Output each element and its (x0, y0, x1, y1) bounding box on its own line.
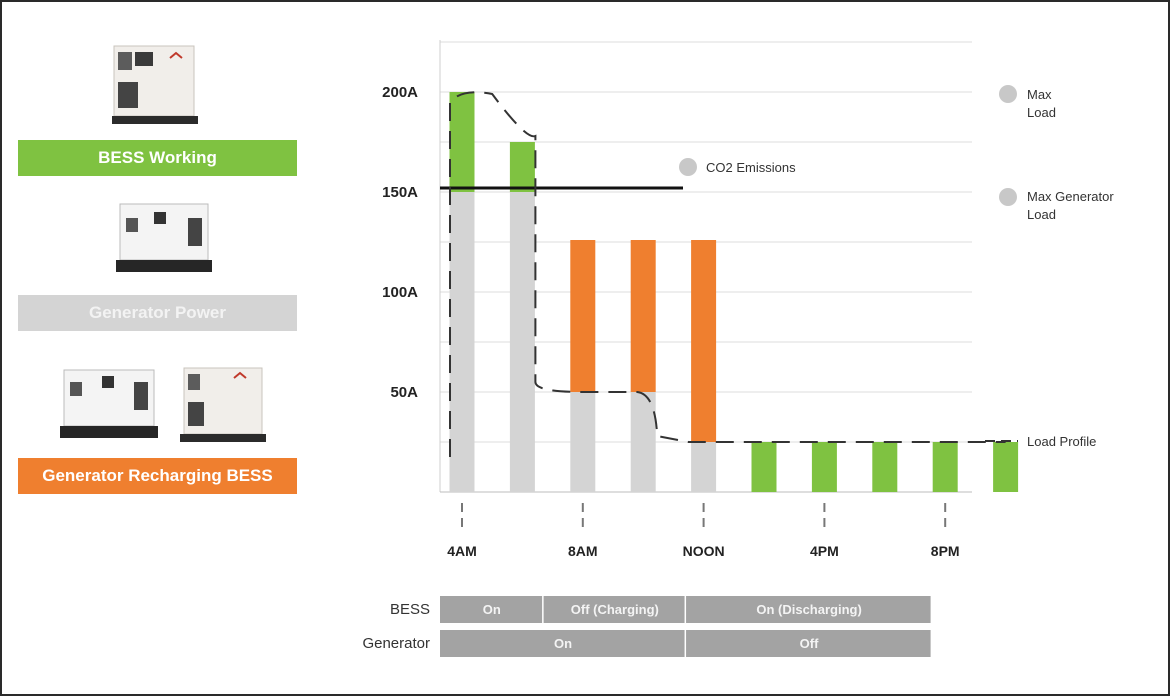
timeline-row-label: BESS (390, 601, 430, 618)
legend-generator-power: Generator Power (18, 295, 297, 331)
chart-overlays (440, 91, 1006, 457)
legend-generator-power-label: Generator Power (89, 303, 226, 322)
max-generator-load-marker-icon (999, 188, 1017, 206)
max-load-annotation: Max Load (1027, 87, 1056, 120)
bar-segment (751, 442, 777, 492)
bar-segment (449, 192, 475, 492)
bar-segment (691, 442, 717, 492)
bar-segment (993, 442, 1019, 492)
co2-marker-icon (679, 158, 697, 176)
bar-segment (811, 442, 837, 492)
timeline-segment-label: On (483, 602, 501, 617)
x-tick-label: NOON (683, 543, 725, 559)
bar-segment (449, 92, 475, 192)
bar-segment (630, 392, 656, 492)
timeline-segment-label: Off (Charging) (571, 602, 659, 617)
timeline-segment (440, 596, 543, 623)
bar-segment (509, 142, 535, 192)
bar-segment (509, 192, 535, 492)
x-axis: 4AM 8AM NOON 4PM 8PM (447, 503, 960, 559)
x-tick-label: 8AM (568, 543, 598, 559)
timeline-segment (440, 630, 685, 657)
bar-segment (932, 442, 958, 492)
y-tick-label: 100A (382, 284, 418, 301)
legend-generator-recharging-bess: Generator Recharging BESS (18, 458, 297, 494)
timeline-segment-label: On (554, 636, 572, 651)
load-profile-annotation: Load Profile (1027, 434, 1096, 449)
chart-bars (449, 92, 1019, 492)
y-axis: 50A 100A 150A 200A (382, 84, 418, 401)
x-tick-label: 4AM (447, 543, 477, 559)
x-tick-label: 8PM (931, 543, 960, 559)
generator-unit-image (116, 203, 212, 272)
x-tick-label: 4PM (810, 543, 839, 559)
legend-generator-recharging-bess-label: Generator Recharging BESS (42, 466, 273, 485)
generator-and-bess-image (60, 367, 266, 442)
timeline-segment (543, 596, 685, 623)
max-load-marker-icon (999, 85, 1017, 103)
y-tick-label: 200A (382, 84, 418, 101)
max-generator-load-annotation: Max Generator Load (1027, 189, 1114, 222)
timeline-segment-label: Off (800, 636, 819, 651)
y-tick-label: 50A (390, 384, 418, 401)
co2-emissions-annotation: CO2 Emissions (706, 160, 796, 175)
timeline-row-label: Generator (362, 635, 430, 652)
legend-bess-working: BESS Working (18, 140, 297, 176)
bar-segment (570, 392, 596, 492)
timeline-segment (686, 630, 931, 657)
legend-bess-working-label: BESS Working (98, 148, 217, 167)
bar-segment (630, 240, 656, 392)
bess-unit-image (112, 45, 198, 124)
chart-annotations: Max Load CO2 Emissions Max Generator Load Loa… (679, 85, 1114, 449)
timeline-segment-label: On (Discharging) (756, 602, 861, 617)
bar-segment (570, 240, 596, 392)
bar-segment (691, 240, 717, 442)
operation-timeline: BESS On Off (Charging) On (Discharging) Gene… (362, 596, 931, 657)
load-profile-line (449, 91, 1006, 457)
bar-segment (872, 442, 898, 492)
timeline-segment (686, 596, 931, 623)
y-tick-label: 150A (382, 184, 418, 201)
